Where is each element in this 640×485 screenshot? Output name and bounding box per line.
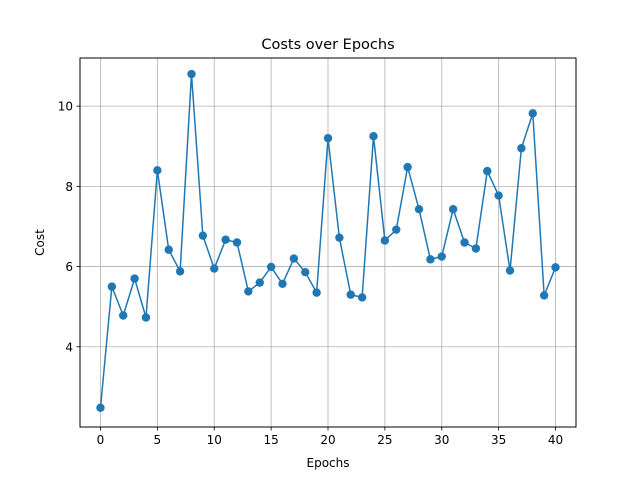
data-point	[346, 290, 355, 299]
data-point	[460, 238, 469, 247]
data-point	[403, 162, 412, 172]
y-tick-label: 4	[65, 340, 73, 354]
x-tick-label: 25	[377, 433, 392, 447]
x-tick-label: 10	[207, 433, 222, 447]
data-point	[483, 166, 492, 176]
data-point	[96, 403, 105, 412]
y-tick-label: 8	[65, 180, 73, 194]
x-tick-label: 0	[97, 433, 105, 447]
data-point	[357, 293, 367, 302]
data-point	[210, 264, 219, 273]
data-point	[426, 255, 435, 264]
x-tick-label: 40	[548, 433, 563, 447]
x-tick-label: 5	[154, 433, 162, 447]
data-point	[164, 245, 173, 254]
data-point	[232, 238, 242, 247]
data-point	[448, 205, 458, 214]
data-point	[141, 313, 151, 322]
data-point	[278, 279, 287, 289]
x-axis-label: Epochs	[307, 456, 350, 470]
chart-title: Costs over Epochs	[261, 37, 394, 53]
data-point	[335, 233, 344, 242]
data-point	[266, 262, 276, 272]
data-point	[119, 311, 128, 320]
data-point	[312, 288, 321, 297]
x-tick-label: 35	[491, 433, 506, 447]
data-point	[505, 266, 515, 275]
data-point	[255, 278, 264, 287]
data-point	[175, 267, 185, 276]
data-point	[369, 132, 378, 141]
ticks: 0 5 10 15 20 25 30 35 40 4 6 8 10	[58, 100, 563, 447]
data-point	[528, 109, 537, 118]
y-tick-label: 10	[58, 100, 73, 114]
data-point	[392, 225, 401, 234]
data-point	[414, 205, 424, 214]
y-axis-label: Cost	[33, 229, 47, 256]
data-point	[551, 263, 560, 272]
data-point	[244, 287, 253, 296]
data-point	[539, 291, 549, 300]
data-point	[517, 144, 526, 153]
data-point	[437, 252, 446, 261]
data-point	[380, 236, 390, 245]
grid	[80, 58, 576, 427]
data-point	[221, 235, 230, 244]
data-point	[107, 282, 117, 291]
data-point	[301, 267, 310, 277]
data-point	[130, 274, 139, 283]
data-point	[289, 254, 299, 263]
x-tick-label: 20	[320, 433, 335, 447]
data-point	[471, 244, 481, 253]
data-point	[494, 191, 503, 200]
data-point	[153, 166, 162, 175]
data-point	[323, 134, 333, 143]
x-tick-label: 15	[263, 433, 278, 447]
x-tick-label: 30	[434, 433, 449, 447]
y-tick-label: 6	[65, 260, 73, 274]
data-point	[187, 69, 196, 79]
series-layer	[96, 69, 560, 412]
data-point	[198, 231, 208, 240]
